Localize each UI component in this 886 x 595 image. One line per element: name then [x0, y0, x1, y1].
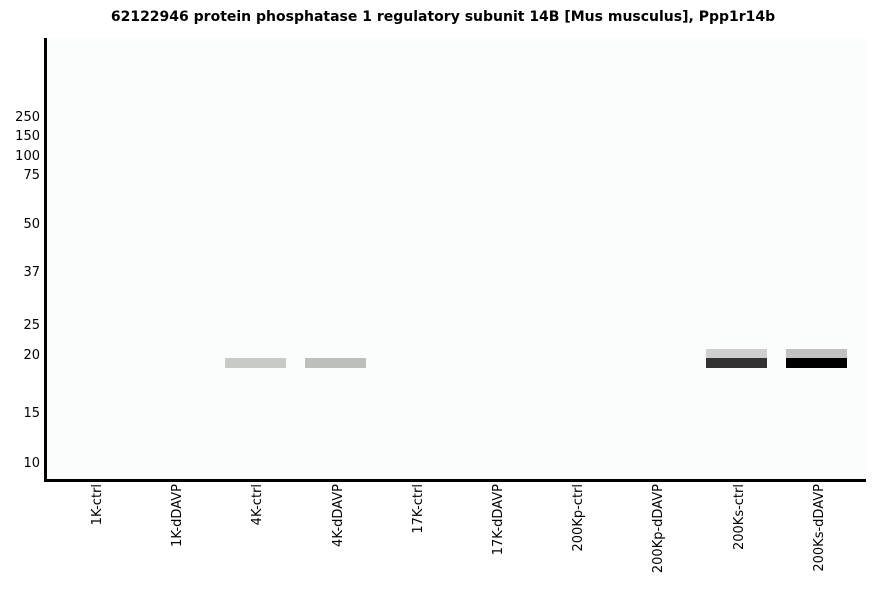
y-tick-label-37: 37 — [23, 265, 40, 280]
band-200ks-ddavp-20.4kda — [786, 348, 848, 359]
y-tick-label-10: 10 — [23, 456, 40, 471]
y-tick-label-20: 20 — [23, 348, 40, 363]
lane-label-1k-ctrl: 1K-ctrl — [90, 484, 105, 526]
y-tick-label-25: 25 — [23, 318, 40, 333]
plot-area — [44, 38, 866, 482]
y-tick-label-250: 250 — [15, 110, 40, 125]
lane-label-17k-ctrl: 17K-ctrl — [410, 484, 426, 534]
chart-title: 62122946 protein phosphatase 1 regulator… — [110, 9, 776, 25]
lane-label-1k-ddavp: 1K-dDAVP — [170, 484, 186, 547]
lane-label-4k-ctrl: 4K-ctrl — [250, 484, 266, 526]
y-tick-label-100: 100 — [15, 149, 40, 164]
lane-label-17k-ddavp: 17K-dDAVP — [491, 484, 506, 556]
y-tick-label-75: 75 — [23, 168, 40, 183]
band-4k-ctrl-19.3kda — [224, 358, 286, 368]
band-200ks-ctrl-19.3kda — [706, 358, 768, 368]
lane-label-4k-ddavp: 4K-dDAVP — [330, 484, 346, 547]
y-tick-label-50: 50 — [23, 217, 40, 232]
lane-label-200ks-ctrl: 200Ks-ctrl — [731, 484, 747, 551]
lane-label-200kp-ctrl: 200Kp-ctrl — [571, 484, 587, 552]
y-tick-label-150: 150 — [15, 129, 40, 144]
band-200ks-ddavp-19.3kda — [786, 358, 848, 368]
lane-label-200kp-ddavp: 200Kp-dDAVP — [651, 484, 667, 574]
lane-label-200ks-ddavp: 200Ks-dDAVP — [811, 484, 827, 572]
band-200ks-ctrl-20.4kda — [706, 348, 768, 359]
y-tick-label-15: 15 — [23, 406, 40, 421]
band-4k-ddavp-19.3kda — [305, 358, 367, 368]
